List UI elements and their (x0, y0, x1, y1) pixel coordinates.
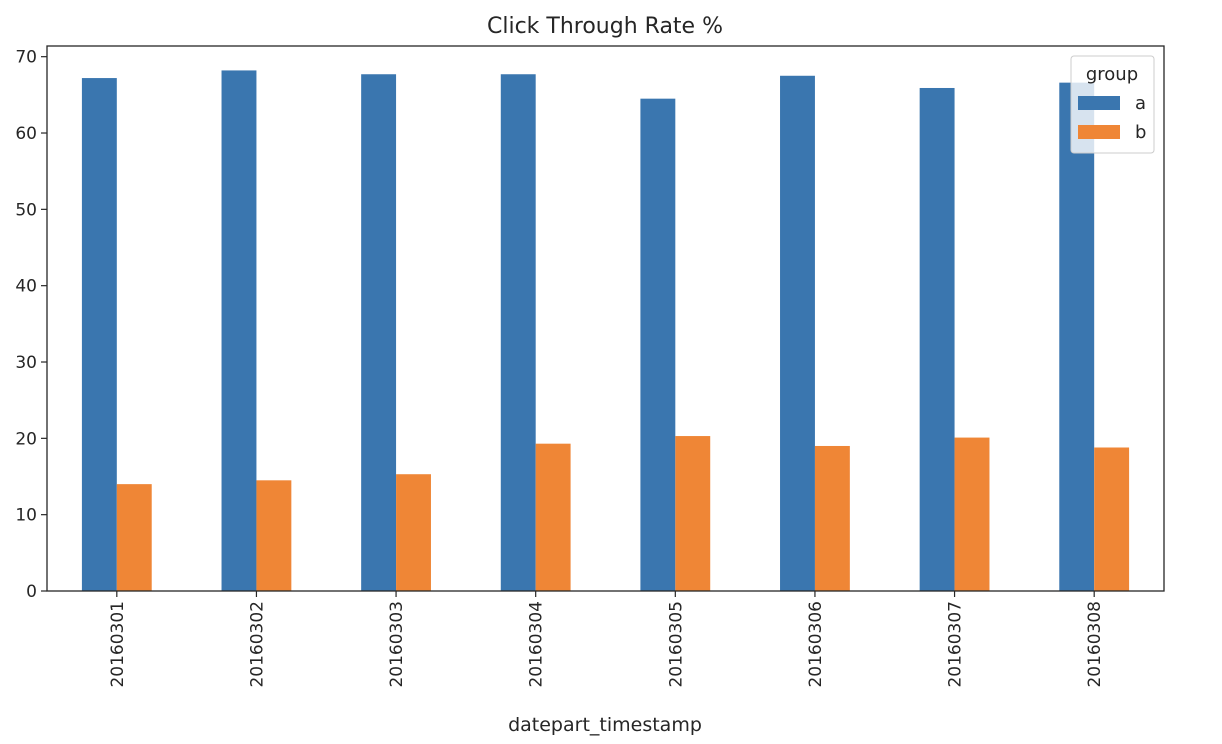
chart-title: Click Through Rate % (487, 14, 723, 39)
x-tick-label: 20160306 (806, 601, 826, 688)
y-tick-label: 60 (15, 124, 37, 144)
bar-a-20160301 (81, 78, 117, 591)
x-tick-label: 20160305 (666, 601, 686, 688)
bar-a-20160303 (361, 74, 397, 591)
bar-a-20160302 (221, 70, 257, 591)
bar-a-20160304 (500, 74, 536, 591)
y-tick-label: 20 (15, 429, 37, 449)
legend-entries: ab (1078, 93, 1146, 143)
bar-a-20160305 (640, 98, 676, 592)
y-tick-label: 30 (15, 353, 37, 373)
y-axis: 0 10 20 30 40 50 60 70 (15, 48, 47, 602)
y-tick-label: 0 (26, 582, 37, 602)
x-tick-label: 20160307 (946, 601, 966, 688)
bar-a-20160306 (780, 75, 815, 591)
y-tick-label: 70 (15, 48, 37, 68)
legend-label-a: a (1135, 93, 1146, 114)
bar-b-20160303 (396, 474, 431, 591)
legend-swatch-b (1078, 125, 1120, 139)
plot-frame (46, 45, 1165, 592)
bar-a-20160307 (919, 87, 955, 591)
bar-b-20160305 (675, 436, 711, 591)
x-tick-label: 20160303 (387, 601, 407, 688)
x-axis-label: datepart_timestamp (508, 714, 702, 736)
legend-title: group (1086, 64, 1138, 85)
legend: group ab (1070, 55, 1155, 154)
bar-b-20160304 (535, 443, 571, 591)
bars-layer (81, 70, 1130, 592)
x-tick-label: 20160302 (247, 601, 267, 688)
x-tick-label: 20160304 (527, 601, 547, 688)
x-tick-label: 20160308 (1085, 601, 1105, 688)
bar-b-20160301 (116, 484, 152, 591)
x-axis: 20160301 20160302 20160303 20160304 20160305… (108, 591, 1105, 688)
x-tick-label: 20160301 (108, 601, 128, 688)
bar-b-20160306 (814, 445, 850, 591)
bar-b-20160302 (256, 480, 292, 591)
y-tick-label: 50 (15, 200, 37, 220)
y-tick-label: 10 (15, 506, 37, 526)
bar-b-20160307 (954, 437, 990, 591)
legend-swatch-a (1078, 96, 1120, 110)
bar-a-20160308 (1059, 82, 1095, 591)
bar-b-20160308 (1094, 447, 1130, 591)
y-tick-label: 40 (15, 277, 37, 297)
legend-label-b: b (1135, 122, 1146, 143)
